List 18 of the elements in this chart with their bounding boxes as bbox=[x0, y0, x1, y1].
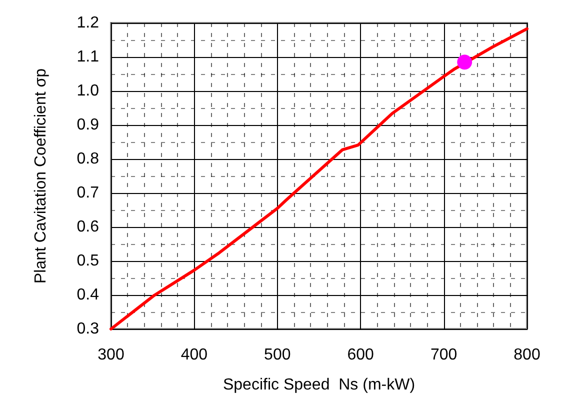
y-axis-title: Plant Cavitation Coefficient σp bbox=[32, 68, 50, 284]
y-tick-label: 0.4 bbox=[76, 286, 100, 304]
y-tick-label: 0.6 bbox=[76, 218, 100, 236]
x-tick-label: 300 bbox=[98, 346, 124, 364]
y-tick-label: 1.2 bbox=[76, 14, 100, 32]
x-axis-title: Specific Speed Ns (m-kW) bbox=[222, 376, 416, 394]
y-tick-label: 0.7 bbox=[76, 184, 100, 202]
x-tick-label: 600 bbox=[347, 346, 374, 364]
x-tick-label: 800 bbox=[514, 346, 540, 364]
x-tick-label: 700 bbox=[430, 346, 458, 364]
y-tick-label: 0.9 bbox=[76, 116, 100, 134]
y-tick-label: 0.8 bbox=[76, 150, 100, 168]
x-tick-label: 500 bbox=[264, 346, 291, 364]
y-tick-label: 1.1 bbox=[76, 48, 100, 66]
y-tick-label: 1.0 bbox=[76, 82, 100, 100]
x-tick-label: 400 bbox=[180, 346, 208, 364]
y-tick-label: 0.5 bbox=[76, 252, 100, 270]
y-tick-label: 0.3 bbox=[76, 320, 100, 338]
